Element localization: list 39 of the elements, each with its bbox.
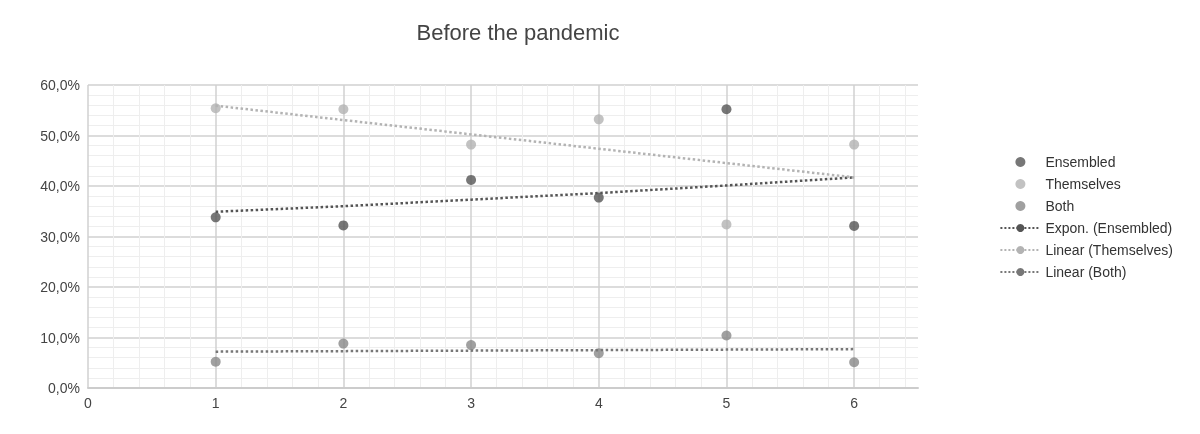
y-tick-label: 60,0%: [40, 77, 80, 93]
point: [593, 348, 604, 359]
x-tick-label: 2: [339, 395, 348, 411]
y-tick-label: 10,0%: [40, 329, 80, 346]
point: [721, 330, 732, 341]
legend-label: Ensembled: [1045, 154, 1116, 170]
x-tick-label: 1: [211, 395, 220, 411]
legend-label: Themselves: [1045, 176, 1121, 192]
chart-title: Before the pandemic: [416, 19, 620, 45]
point: [466, 340, 477, 351]
y-tick-label: 0,0%: [48, 380, 80, 396]
point: [466, 139, 477, 150]
point: [338, 338, 349, 349]
x-tick-label: 3: [467, 395, 476, 411]
point: [210, 356, 221, 367]
x-tick-label: 6: [850, 395, 859, 411]
point: [593, 114, 604, 125]
x-tick-label: 5: [722, 395, 731, 411]
point: [338, 104, 349, 115]
legend-label: Linear (Themselves): [1045, 242, 1174, 258]
legend-label: Linear (Both): [1045, 264, 1127, 280]
legend-label: Expon. (Ensembled): [1045, 220, 1173, 236]
point: [721, 104, 732, 115]
point: [849, 357, 860, 368]
point: [210, 212, 221, 223]
y-tick-label: 20,0%: [40, 279, 80, 295]
point: [849, 220, 860, 231]
y-tick-label: 40,0%: [40, 178, 80, 194]
legend-label: Both: [1045, 198, 1075, 214]
point: [210, 103, 221, 114]
x-tick-label: 0: [84, 395, 93, 411]
point: [721, 219, 732, 230]
y-tick-label: 50,0%: [40, 127, 80, 144]
point: [849, 139, 860, 150]
y-tick-label: 30,0%: [40, 228, 80, 245]
point: [593, 192, 604, 203]
x-tick-label: 4: [594, 395, 603, 411]
point: [338, 220, 349, 231]
point: [466, 174, 477, 185]
